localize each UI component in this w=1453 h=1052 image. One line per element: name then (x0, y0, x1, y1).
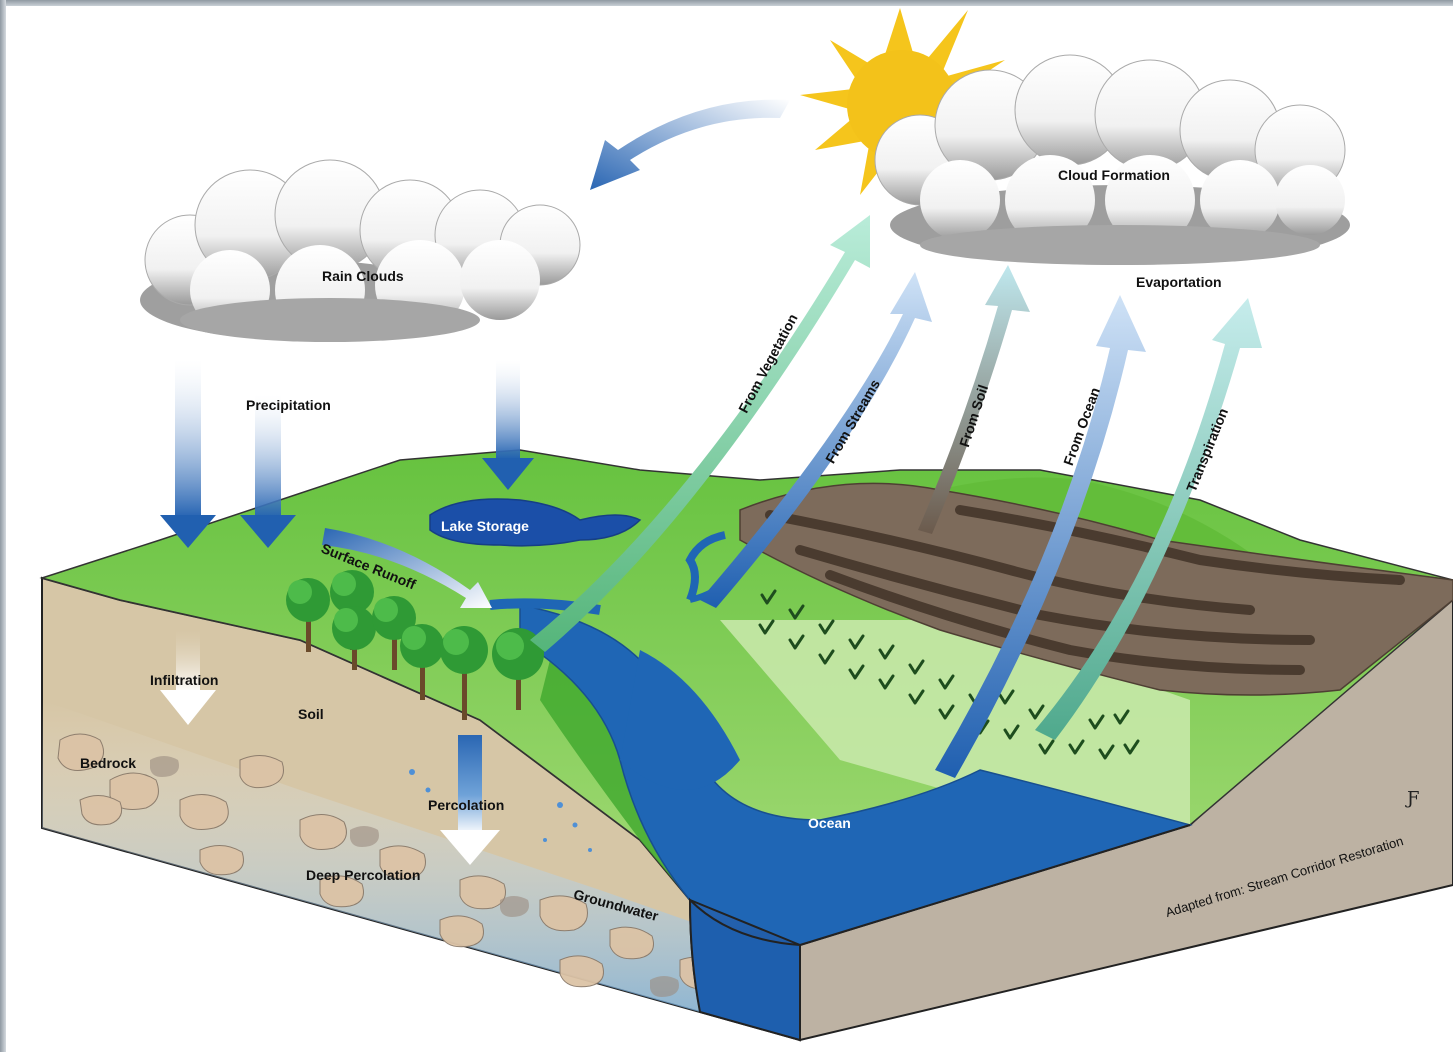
frame-top-edge (0, 0, 1453, 6)
label-rain-clouds: Rain Clouds (322, 268, 404, 284)
label-cloud-formation: Cloud Formation (1058, 167, 1170, 183)
label-lake-storage: Lake Storage (441, 518, 529, 534)
label-bedrock: Bedrock (80, 755, 137, 771)
label-soil: Soil (298, 706, 324, 722)
label-deep-percolation: Deep Percolation (306, 867, 421, 883)
label-precipitation: Precipitation (246, 397, 331, 413)
label-ocean: Ocean (808, 815, 851, 831)
label-evaporation: Evaportation (1136, 274, 1222, 290)
label-infiltration: Infiltration (150, 672, 219, 688)
artist-signature: Ƒ (1407, 788, 1420, 809)
label-percolation: Percolation (428, 797, 505, 813)
frame-left-edge (0, 0, 6, 1052)
